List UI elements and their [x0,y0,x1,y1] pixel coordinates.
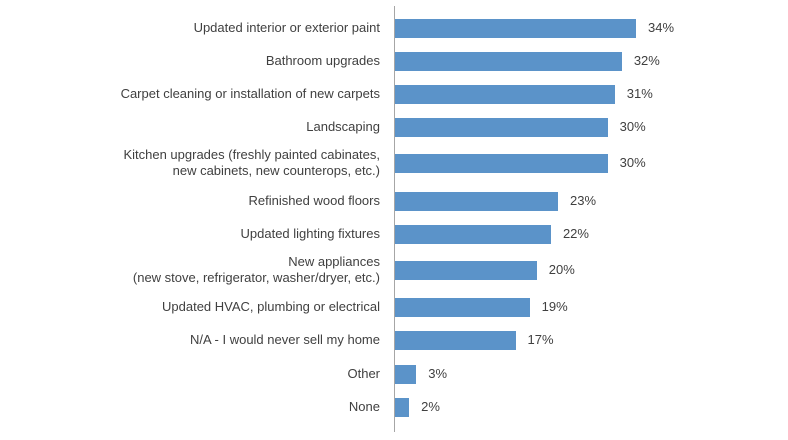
category-label: Other [347,366,380,381]
category-label: Landscaping [306,119,380,134]
bar [395,330,516,350]
bar [395,84,615,104]
value-label: 3% [428,366,448,381]
value-label: 20% [548,262,575,277]
category-label: Refinished wood floors [248,193,380,208]
category-label: None [348,399,380,414]
category-label: Bathroom upgrades [265,53,380,68]
category-label: New appliances (new stove, refrigerator, … [132,254,380,285]
category-label: Updated lighting fixtures [240,226,380,241]
value-label: 32% [633,53,660,68]
category-axis-line [394,6,395,432]
value-label: 22% [562,226,589,241]
value-label: 17% [527,332,554,347]
value-label: 34% [648,20,675,35]
bar [395,117,608,137]
bar [395,260,537,280]
bar [395,191,559,211]
value-label: 30% [619,119,646,134]
bar [395,153,608,173]
value-label: 30% [619,155,646,170]
bar [395,18,636,38]
category-label: Updated interior or exterior paint [193,20,380,35]
bar [395,51,622,71]
bar [395,224,551,244]
category-label: Carpet cleaning or installation of new c… [120,86,380,101]
value-label: 23% [570,193,597,208]
value-label: 19% [541,299,568,314]
bar [395,297,530,317]
value-label: 31% [626,86,653,101]
category-label: Kitchen upgrades (freshly painted cabina… [123,147,380,178]
bar [395,364,417,384]
value-label: 2% [421,399,440,414]
category-label: N/A - I would never sell my home [189,332,380,347]
category-label: Updated HVAC, plumbing or electrical [162,299,380,314]
bar [395,397,410,417]
